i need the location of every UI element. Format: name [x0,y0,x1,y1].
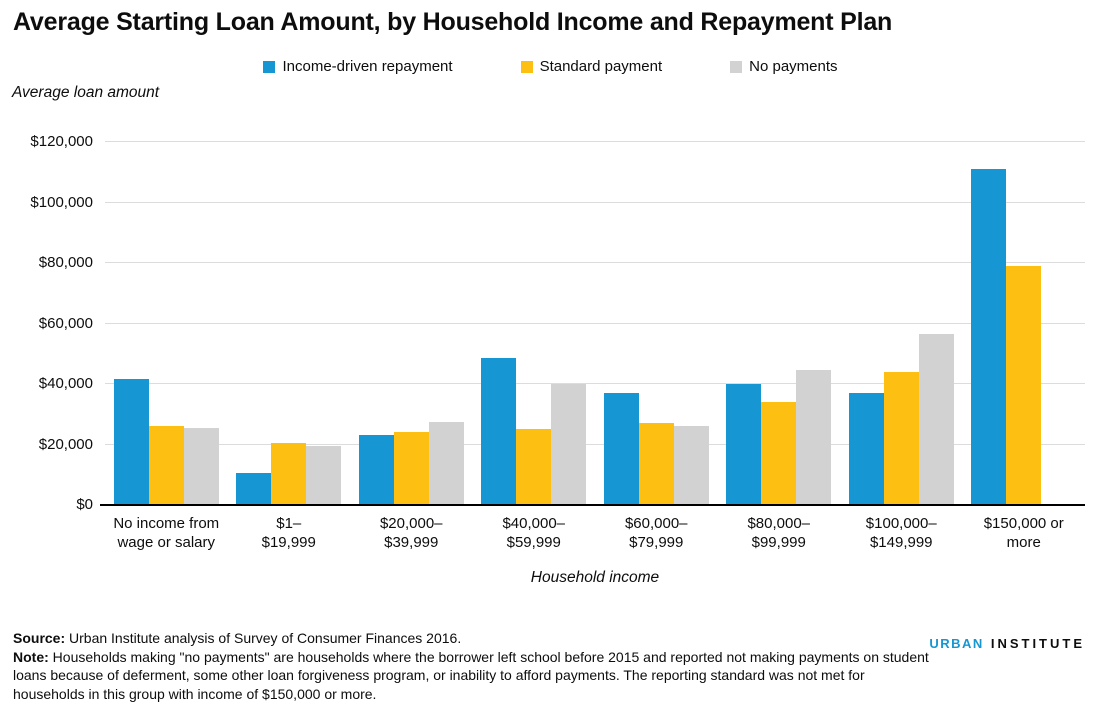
source-line: Source: Urban Institute analysis of Surv… [13,629,938,648]
x-tick-label: $60,000– $79,999 [595,514,718,552]
bar-standard-payment [1006,266,1042,505]
legend-label: No payments [749,58,838,75]
x-tick-label-line: $100,000– [865,515,937,532]
plot-area [100,141,1085,506]
y-tick-label: $40,000 [38,375,93,392]
x-tick-label-line: $59,999 [506,534,561,551]
logo-institute: INSTITUTE [990,636,1085,651]
bar-no-payments [796,370,832,505]
x-tick-label-line: $80,000– [747,515,811,532]
y-tick-label: $60,000 [38,314,93,332]
x-tick-label-line: wage or salary [117,534,216,551]
legend-item-no-payments: No payments [730,58,838,75]
x-axis-line [100,504,1085,506]
bar-group-7 [840,142,963,505]
y-tick-label: $100,000 [30,193,93,211]
bar-no-payments [673,426,709,505]
bar-group-2 [228,142,351,505]
x-tick-label: $1– $19,999 [228,514,351,552]
bar-income-driven-repayment [358,435,394,505]
bar-income-driven-repayment [481,358,517,505]
gridline [105,141,1085,142]
bar-group-5 [595,142,718,505]
x-tick-label-line: $20,000– [379,515,443,532]
bar-no-payments [918,334,954,505]
chart-title: Average Starting Loan Amount, by Househo… [13,8,893,36]
y-axis-title: Average loan amount [12,84,160,101]
bar-no-payments [306,446,342,505]
gridline [105,201,1085,203]
x-tick-label: No income from wage or salary [105,514,228,552]
bar-income-driven-repayment [236,473,272,505]
note-label: Note: [13,648,49,665]
legend-item-income-driven-repayment: Income-driven repayment [263,58,453,75]
source-text: Urban Institute analysis of Survey of Co… [65,630,462,646]
x-tick-label-line: $79,999 [629,534,684,551]
gridline [105,322,1085,324]
x-tick-label-line: $99,999 [751,534,806,551]
bar-standard-payment [148,426,184,505]
x-tick-label: $40,000– $59,999 [473,514,596,552]
gridline [105,383,1085,384]
gridline [105,262,1085,263]
x-axis-tick-labels: No income from wage or salary $1– $19,999 $2… [105,514,1085,552]
x-tick-label-line: $60,000– [624,515,688,532]
bar-standard-payment [883,371,919,505]
x-tick-label: $80,000– $99,999 [718,514,841,552]
legend-swatch-icon [520,60,533,73]
bar-no-payments [428,421,464,505]
bar-group-8 [963,142,1086,505]
footer-notes: Source: Urban Institute analysis of Surv… [13,629,938,703]
bar-group-4 [473,142,596,505]
x-tick-label: $20,000– $39,999 [350,514,473,552]
x-tick-label: $150,000 or more [963,514,1086,552]
x-tick-label-line: $19,999 [261,534,316,551]
bar-no-payments [551,384,587,505]
legend-label: Income-driven repayment [282,58,453,75]
y-axis-tick-labels: $0 $20,000 $40,000 $60,000 $80,000 $100,000 $1… [0,133,93,513]
bar-no-payments [183,427,219,505]
gridline [105,443,1085,445]
urban-institute-logo: URBAN INSTITUTE [929,636,1085,651]
x-axis-title: Household income [530,569,660,586]
note-text: Households making "no payments" are hous… [13,648,929,702]
x-tick-label: $100,000– $149,999 [840,514,963,552]
bar-group-1 [105,142,228,505]
bar-standard-payment [393,432,429,505]
bar-standard-payment [516,429,552,505]
bar-standard-payment [271,443,307,505]
bar-income-driven-repayment [971,169,1007,505]
bar-income-driven-repayment [848,393,884,505]
logo-urban: URBAN [929,636,984,651]
y-tick-label: $20,000 [38,435,93,453]
bar-income-driven-repayment [113,379,149,505]
y-tick-label: $80,000 [38,254,93,271]
bar-groups [105,142,1085,505]
legend-item-standard-payment: Standard payment [520,58,663,75]
y-tick-label: $120,000 [30,133,93,150]
x-tick-label-line: $1– [276,515,302,532]
bar-standard-payment [638,423,674,505]
x-tick-label-line: $149,999 [869,534,933,551]
legend: Income-driven repayment Standard payment N… [0,58,1101,75]
bar-income-driven-repayment [726,384,762,505]
x-tick-label-line: No income from [113,515,220,532]
legend-swatch-icon [730,60,743,73]
legend-swatch-icon [263,60,276,73]
x-tick-label-line: $39,999 [384,534,439,551]
note-line: Note: Households making "no payments" ar… [13,648,938,704]
source-label: Source: [13,630,66,646]
x-tick-label-line: more [1006,534,1041,551]
legend-label: Standard payment [539,58,663,75]
bar-standard-payment [761,402,797,505]
x-tick-label-line: $150,000 or [983,515,1064,532]
y-tick-label: $0 [76,496,93,513]
bar-group-6 [718,142,841,505]
bar-group-3 [350,142,473,505]
bar-income-driven-repayment [603,393,639,505]
x-tick-label-line: $40,000– [502,515,566,532]
